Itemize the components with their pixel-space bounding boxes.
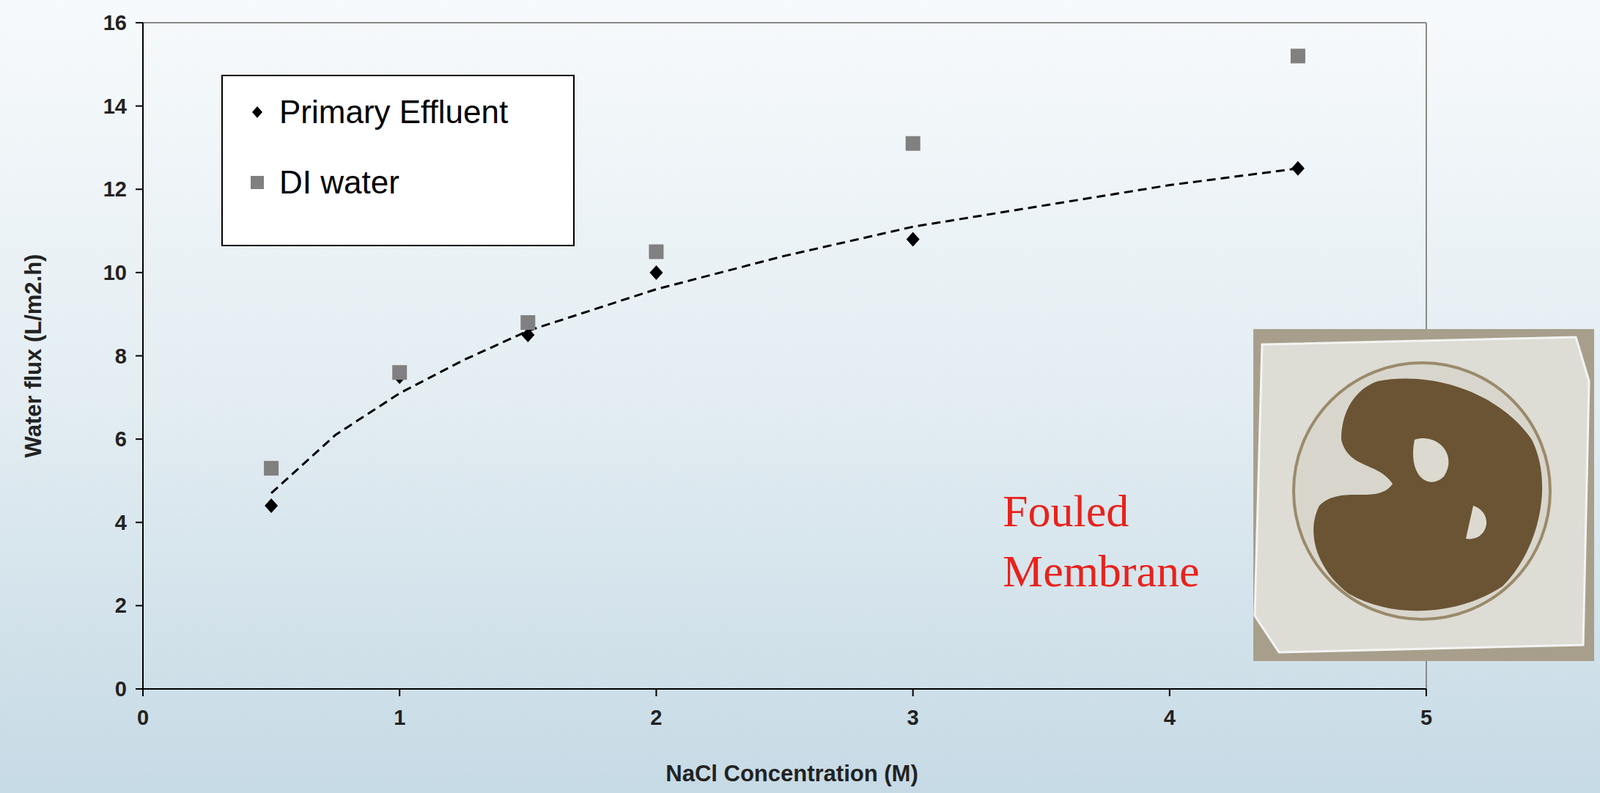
photo-clear-patch bbox=[1413, 438, 1487, 539]
photo-bg bbox=[1253, 329, 1595, 662]
chart-root: 0246810121416012345NaCl Concentration (M… bbox=[0, 0, 1600, 793]
y-tick-label: 8 bbox=[115, 344, 127, 368]
y-tick bbox=[135, 604, 143, 607]
y-tick bbox=[135, 521, 143, 524]
marks bbox=[263, 48, 1306, 514]
x-axis-title: NaCl Concentration (M) bbox=[665, 760, 918, 787]
x-tick-label: 5 bbox=[1420, 705, 1433, 730]
annotation: FouledMembrane bbox=[1002, 485, 1200, 596]
x-tick-label: 1 bbox=[393, 705, 406, 730]
x-tick-label: 4 bbox=[1163, 705, 1176, 730]
x-tick-label: 0 bbox=[137, 705, 149, 730]
y-tick bbox=[135, 355, 143, 357]
legend-marker bbox=[252, 106, 263, 119]
photo-bag bbox=[1254, 337, 1590, 653]
x-tick-label: 2 bbox=[650, 705, 662, 730]
y-tick-label: 4 bbox=[115, 510, 127, 535]
inset-photo bbox=[1253, 329, 1595, 662]
point bbox=[906, 231, 920, 247]
point bbox=[264, 498, 278, 514]
legend: Primary Effluent DI water bbox=[222, 75, 574, 246]
y-tick-label: 10 bbox=[103, 260, 127, 285]
frame-top bbox=[142, 21, 1427, 24]
x-tick bbox=[1425, 688, 1428, 697]
point bbox=[392, 365, 407, 380]
y-tick-label: 2 bbox=[115, 593, 127, 618]
legend-box bbox=[222, 75, 574, 246]
y-tick bbox=[135, 105, 143, 108]
y-tick bbox=[135, 688, 143, 690]
y-tick bbox=[135, 188, 143, 190]
y-axis-title: Water flux (L/m2.h) bbox=[20, 254, 47, 459]
x-axis bbox=[142, 688, 1427, 690]
y-tick-label: 0 bbox=[115, 677, 127, 701]
x-tick bbox=[142, 688, 144, 697]
legend-label: Primary Effluent bbox=[279, 93, 508, 130]
point bbox=[520, 315, 536, 330]
x-tick bbox=[655, 688, 657, 697]
x-tick bbox=[398, 688, 401, 697]
y-tick-label: 16 bbox=[103, 10, 127, 35]
photo-foulant bbox=[1313, 378, 1543, 612]
point bbox=[905, 136, 921, 151]
point bbox=[648, 244, 664, 259]
y-tick bbox=[135, 438, 143, 440]
x-tick-label: 3 bbox=[907, 705, 920, 730]
y-tick-label: 6 bbox=[115, 427, 127, 451]
point bbox=[263, 461, 279, 476]
point bbox=[521, 327, 535, 343]
x-tick bbox=[912, 688, 914, 697]
y-tick-label: 12 bbox=[103, 177, 127, 201]
legend-label: DI water bbox=[279, 164, 400, 201]
y-tick bbox=[135, 271, 143, 274]
point bbox=[649, 265, 663, 280]
photo-ring bbox=[1293, 362, 1551, 620]
y-tick bbox=[135, 21, 143, 24]
y-tick-label: 14 bbox=[103, 94, 127, 119]
x-tick bbox=[1169, 688, 1171, 697]
point bbox=[1291, 161, 1305, 176]
legend-marker bbox=[250, 175, 264, 190]
point bbox=[1290, 48, 1306, 64]
